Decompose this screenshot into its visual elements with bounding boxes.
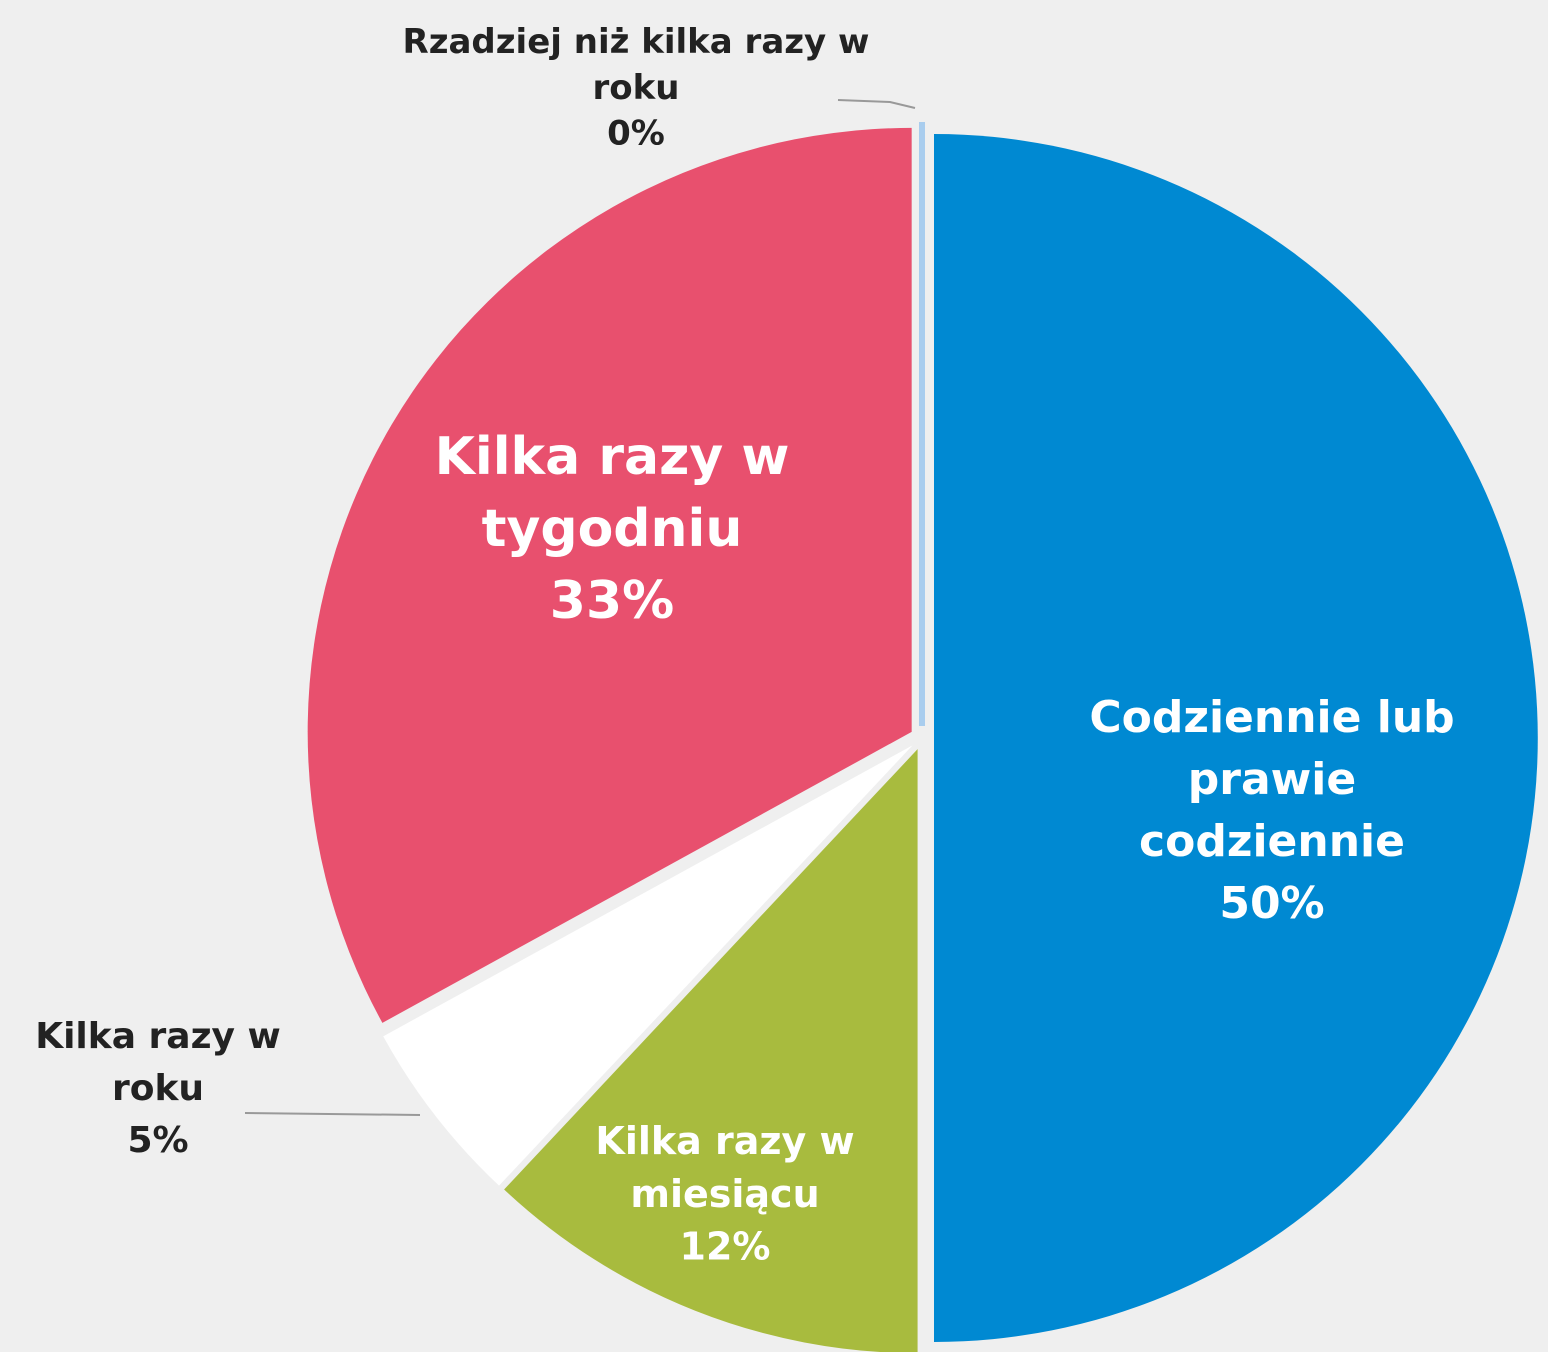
value-label: 50% — [1219, 878, 1324, 929]
label-line: Kilka razy w — [435, 427, 790, 487]
category-label: Codziennie lub prawie codziennie — [1089, 692, 1454, 867]
slice-label: Kilka razy w miesiącu 12% — [595, 1119, 854, 1269]
pie-slice — [383, 745, 913, 1186]
pie-slice — [934, 134, 1538, 1342]
label-line: Codziennie lub — [1089, 692, 1454, 743]
category-label: Kilka razy w roku — [35, 1016, 281, 1109]
label-line: Kilka razy w — [595, 1119, 854, 1163]
slice-label: Kilka razy w tygodniu 33% — [435, 427, 790, 631]
value-label: 5% — [127, 1120, 188, 1161]
value-label: 12% — [680, 1225, 771, 1269]
label-line: Rzadziej niż kilka razy w — [403, 22, 870, 62]
label-line: prawie — [1188, 754, 1356, 805]
leader-line — [244, 1112, 421, 1116]
pie-slice — [504, 749, 918, 1352]
category-label: Rzadziej niż kilka razy w roku — [403, 22, 870, 108]
category-label: Kilka razy w tygodniu — [435, 427, 790, 559]
slice-label: Kilka razy w roku 5% — [35, 1016, 281, 1161]
label-line: tygodniu — [482, 499, 743, 559]
label-line: miesiącu — [630, 1172, 819, 1216]
slice-label: Codziennie lub prawie codziennie 50% — [1089, 692, 1454, 929]
label-line: codziennie — [1139, 816, 1405, 867]
label-line: Kilka razy w — [35, 1016, 281, 1057]
pie-slice — [307, 127, 912, 1023]
category-label: Kilka razy w miesiącu — [595, 1119, 854, 1216]
value-label: 0% — [607, 114, 665, 154]
leader-line — [837, 99, 916, 109]
slice-label: Rzadziej niż kilka razy w roku 0% — [403, 22, 870, 154]
value-label: 33% — [550, 571, 674, 631]
label-line: roku — [112, 1068, 204, 1109]
label-line: roku — [593, 68, 680, 108]
